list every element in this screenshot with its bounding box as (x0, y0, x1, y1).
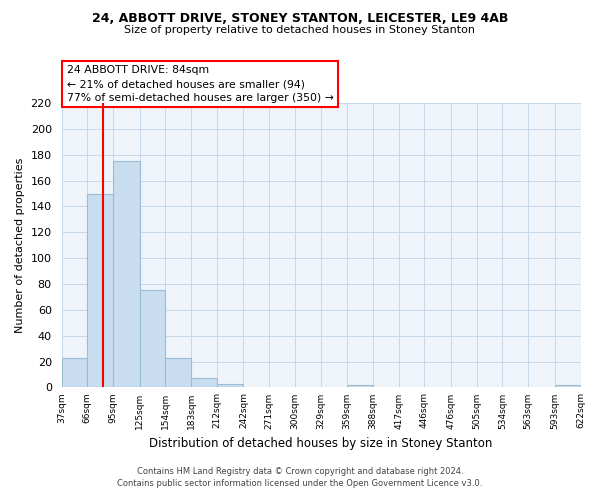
Bar (140, 290, 166, 388)
Bar (347, 385, 373, 388)
Bar (166, 358, 191, 388)
Text: 24 ABBOTT DRIVE: 84sqm
← 21% of detached houses are smaller (94)
77% of semi-det: 24 ABBOTT DRIVE: 84sqm ← 21% of detached… (67, 65, 334, 103)
Bar (555, 385, 581, 388)
Text: Contains public sector information licensed under the Open Government Licence v3: Contains public sector information licen… (118, 478, 482, 488)
Y-axis label: Number of detached properties: Number of detached properties (15, 158, 25, 333)
Bar (87, 194, 113, 388)
Text: Contains HM Land Registry data © Crown copyright and database right 2024.: Contains HM Land Registry data © Crown c… (137, 467, 463, 476)
Text: Size of property relative to detached houses in Stoney Stanton: Size of property relative to detached ho… (125, 25, 476, 35)
Bar (113, 161, 140, 388)
Bar (62, 358, 87, 388)
Bar (191, 378, 217, 388)
Text: 24, ABBOTT DRIVE, STONEY STANTON, LEICESTER, LE9 4AB: 24, ABBOTT DRIVE, STONEY STANTON, LEICES… (92, 12, 508, 26)
Bar (217, 384, 244, 388)
X-axis label: Distribution of detached houses by size in Stoney Stanton: Distribution of detached houses by size … (149, 437, 493, 450)
